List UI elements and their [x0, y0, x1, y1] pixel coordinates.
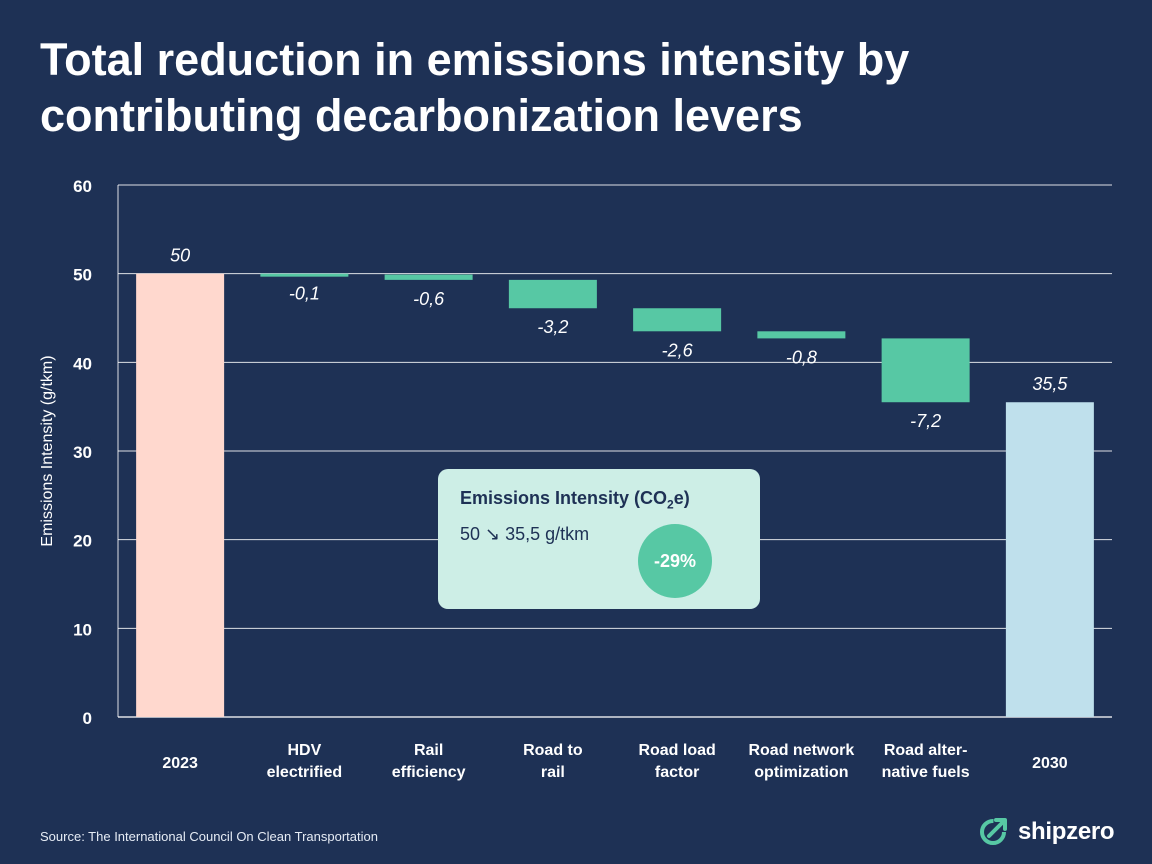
logo-text: shipzero [1018, 818, 1115, 845]
callout-value: 50 ↘ 35,5 g/tkm [460, 524, 590, 544]
bar-1 [260, 273, 349, 277]
y-axis-title: Emissions Intensity (g/tkm) [39, 355, 56, 546]
x-tick-label-0-0: 2023 [162, 755, 198, 772]
shipzero-logo-icon [978, 813, 1012, 852]
callout-title-prefix: Emissions Intensity (CO [460, 488, 668, 508]
y-tick-label-50: 50 [73, 266, 92, 285]
chart-title-line-1: Total reduction in emissions intensity b… [40, 34, 910, 85]
data-label-2: -0,6 [413, 289, 445, 309]
callout-title-suffix: e) [673, 488, 690, 508]
data-label-0: 50 [170, 246, 190, 266]
x-tick-label-4-0: Road load [638, 742, 715, 759]
y-tick-label-10: 10 [73, 620, 92, 639]
emissions-summary-callout: Emissions Intensity (CO2e) 50 ↘ 35,5 g/t… [438, 469, 760, 609]
x-tick-label-5-0: Road network [748, 742, 854, 759]
x-tick-label-2-0: Rail [414, 742, 443, 759]
source-note: Source: The International Council On Cle… [40, 829, 378, 844]
bar-2 [384, 274, 473, 280]
y-tick-label-30: 30 [73, 443, 92, 462]
data-label-6: -7,2 [910, 411, 941, 431]
bar-3 [508, 279, 597, 309]
data-label-3: -3,2 [537, 317, 568, 337]
x-tick-label-5-1: optimization [754, 764, 848, 781]
data-label-1: -0,1 [289, 284, 320, 304]
x-tick-label-2-1: efficiency [392, 764, 466, 781]
bar-4 [633, 308, 722, 332]
chart-title: Total reduction in emissions intensity b… [40, 32, 1120, 144]
data-label-5: -0,8 [786, 347, 817, 367]
data-label-4: -2,6 [662, 340, 694, 360]
chart-title-line-2: contributing decarbonization levers [40, 90, 803, 141]
y-tick-label-0: 0 [83, 709, 92, 728]
x-tick-label-6-0: Road alter- [884, 742, 968, 759]
bar-7 [1005, 402, 1094, 717]
y-tick-label-40: 40 [73, 354, 92, 373]
shipzero-logo[interactable]: shipzero [978, 812, 1115, 852]
data-label-7: 35,5 [1032, 374, 1068, 394]
x-tick-label-1-1: electrified [267, 764, 343, 781]
y-tick-label-60: 60 [73, 177, 92, 196]
reduction-percent-badge: -29% [638, 524, 712, 598]
x-tick-label-1-0: HDV [287, 742, 321, 759]
y-tick-label-20: 20 [73, 532, 92, 551]
x-tick-label-6-1: native fuels [882, 764, 970, 781]
callout-title-subscript: 2 [667, 497, 674, 512]
bar-0 [136, 273, 225, 717]
x-tick-label-3-1: rail [541, 764, 565, 781]
callout-title: Emissions Intensity (CO2e) [460, 488, 690, 512]
x-tick-label-3-0: Road to [523, 742, 583, 759]
x-tick-label-7-0: 2030 [1032, 755, 1068, 772]
bar-5 [757, 331, 846, 339]
x-tick-label-4-1: factor [655, 764, 699, 781]
bar-6 [881, 338, 970, 403]
